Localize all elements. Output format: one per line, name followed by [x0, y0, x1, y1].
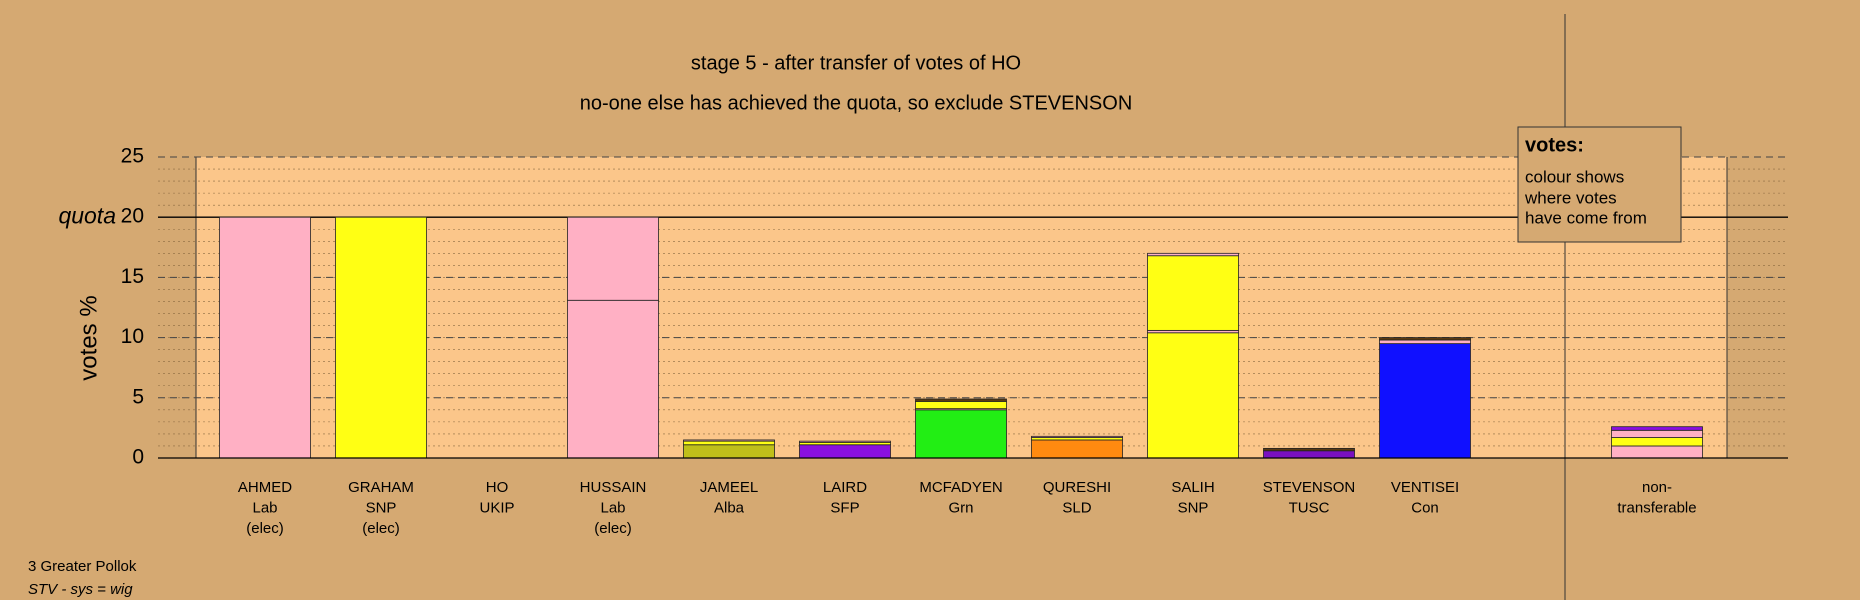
y-tick-label: 10: [121, 325, 144, 348]
x-tick-label: AHMED: [238, 479, 292, 496]
x-tick-label: TUSC: [1289, 499, 1330, 516]
bar-segment: [1611, 426, 1703, 431]
info-line: have come from: [1525, 208, 1647, 227]
y-tick-label: 15: [121, 265, 144, 288]
chart-subtitle: no-one else has achieved the quota, so e…: [580, 92, 1133, 114]
x-tick-label: Grn: [948, 499, 973, 516]
x-tick-label: (elec): [594, 520, 632, 537]
bar-segment: [683, 444, 775, 459]
x-tick-label: transferable: [1617, 499, 1696, 516]
x-tick-label: UKIP: [479, 499, 514, 516]
x-tick-label: STEVENSON: [1263, 479, 1356, 496]
x-tick-label: SFP: [830, 499, 859, 516]
bar-segment: [915, 401, 1007, 410]
bar-segment: [335, 216, 427, 459]
bar-segment: [799, 444, 891, 459]
x-tick-label: HUSSAIN: [580, 479, 647, 496]
x-tick-label: SLD: [1062, 499, 1091, 516]
x-tick-label: Lab: [600, 499, 625, 516]
x-tick-label: Alba: [714, 499, 745, 516]
x-tick-label: VENTISEI: [1391, 479, 1459, 496]
bar-segment: [1379, 339, 1471, 345]
x-tick-label: (elec): [246, 520, 284, 537]
bar-segment: [1611, 437, 1703, 447]
y-tick-label: 5: [132, 385, 144, 408]
footer-constituency: 3 Greater Pollok: [28, 558, 137, 575]
info-line: where votes: [1524, 188, 1617, 207]
bars: [219, 216, 1703, 459]
info-box: [1517, 126, 1682, 243]
footer-system: STV - sys = wig: [28, 581, 133, 598]
bar-segment: [1147, 252, 1239, 257]
bar-segment: [915, 398, 1007, 402]
bar-segment: [1611, 429, 1703, 438]
bar-segment: [1379, 343, 1471, 459]
y-tick-label: 0: [132, 446, 144, 469]
x-tick-label: non-: [1642, 479, 1672, 496]
bar-segment: [1611, 445, 1703, 459]
y-axis-label: votes %: [75, 295, 102, 380]
info-line: colour shows: [1525, 167, 1624, 186]
chart-title: stage 5 - after transfer of votes of HO: [691, 52, 1021, 74]
x-tick-label: SNP: [1178, 499, 1209, 516]
info-title: votes:: [1525, 134, 1584, 156]
grid: [158, 156, 1788, 459]
bar-segment: [219, 216, 311, 459]
x-tick-label: SALIH: [1171, 479, 1214, 496]
x-tick-label: MCFADYEN: [919, 479, 1002, 496]
bar-segment: [683, 439, 775, 442]
x-tick-label: SNP: [366, 499, 397, 516]
bar-segment: [1263, 447, 1355, 452]
bar-segment: [1031, 435, 1123, 438]
bar-segment: [1147, 255, 1239, 331]
bar-segment: [799, 440, 891, 443]
bar-segment: [567, 216, 659, 301]
x-tick-label: HO: [486, 479, 509, 496]
bar-segment: [567, 299, 659, 459]
x-tick-label: GRAHAM: [348, 479, 414, 496]
bar-segment: [683, 440, 775, 446]
x-tick-label: LAIRD: [823, 479, 867, 496]
x-tick-label: QURESHI: [1043, 479, 1111, 496]
bar-segment: [1147, 332, 1239, 459]
y-tick-label: 25: [121, 145, 144, 168]
x-tick-label: Con: [1411, 499, 1439, 516]
bar-segment: [1031, 439, 1123, 459]
bar-segment: [1263, 450, 1355, 459]
x-tick-label: JAMEEL: [700, 479, 758, 496]
x-tick-label: Lab: [252, 499, 277, 516]
bar-segment: [1379, 337, 1471, 341]
quota-label: quota: [58, 202, 116, 228]
x-tick-label: (elec): [362, 520, 400, 537]
y-tick-label: 20: [121, 205, 144, 228]
bar-segment: [915, 409, 1007, 459]
